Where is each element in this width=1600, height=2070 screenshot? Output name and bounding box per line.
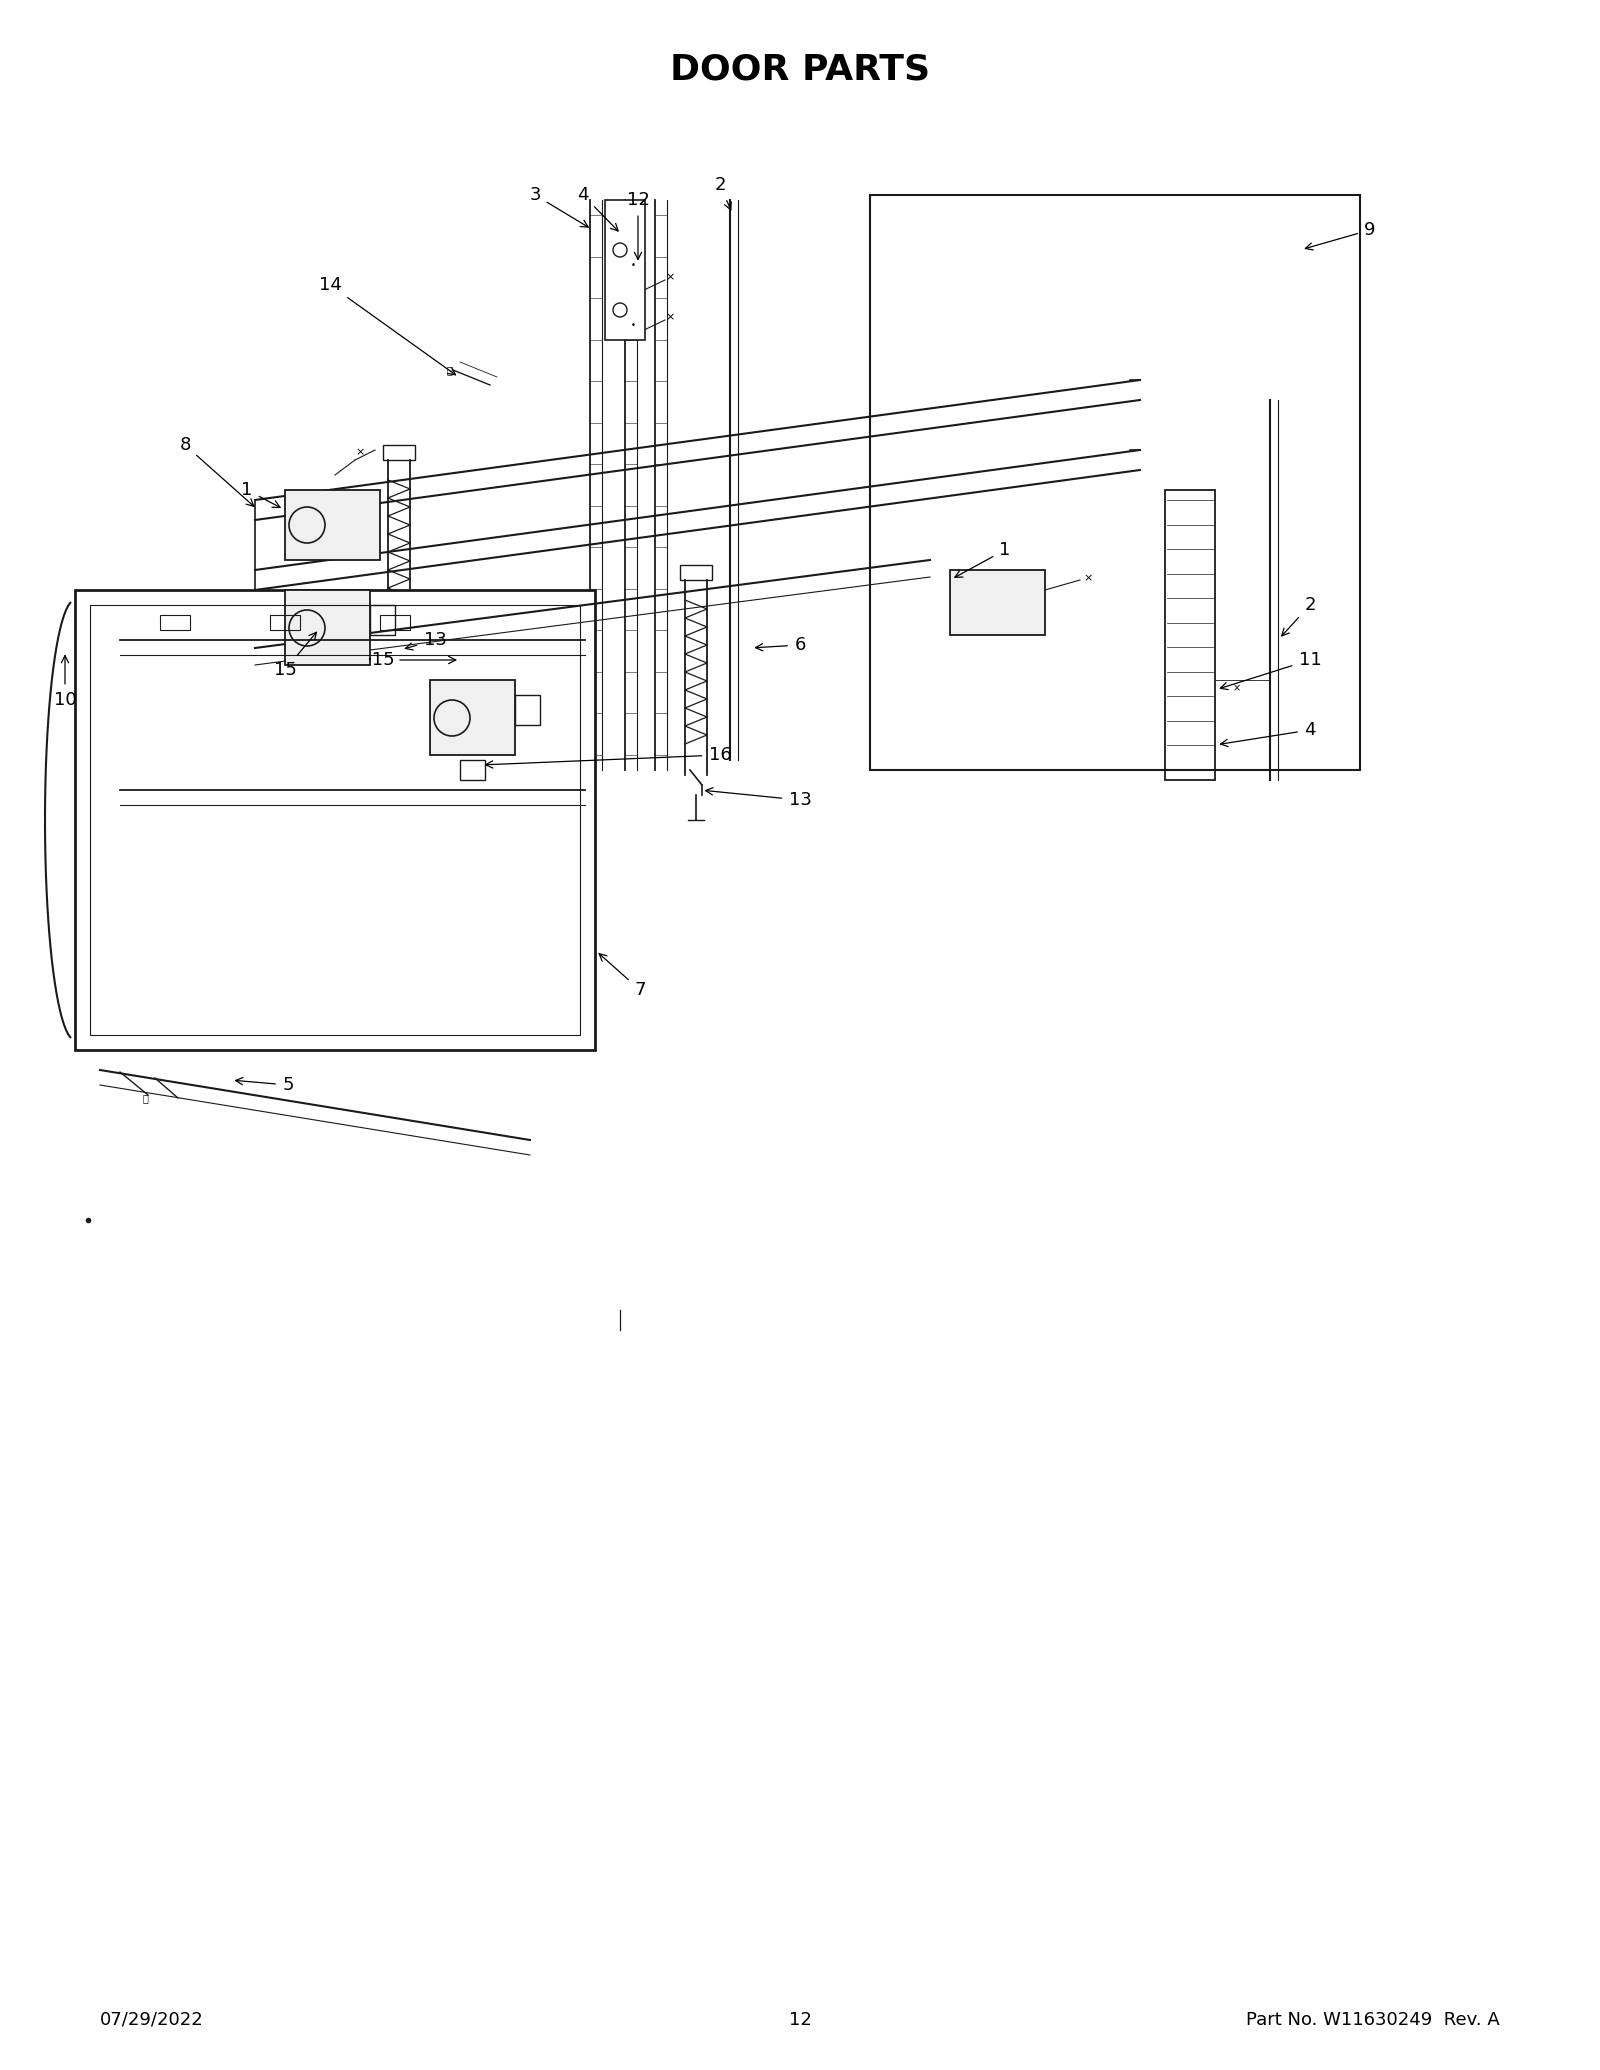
- Text: ⬦: ⬦: [142, 1093, 147, 1103]
- Text: 14: 14: [318, 275, 456, 375]
- Text: 4: 4: [578, 186, 618, 232]
- Polygon shape: [285, 491, 381, 561]
- Polygon shape: [950, 569, 1045, 635]
- Text: ×: ×: [666, 271, 675, 282]
- Text: 12: 12: [627, 190, 650, 259]
- Text: 13: 13: [405, 631, 446, 650]
- Text: ⬦: ⬦: [446, 364, 451, 375]
- Polygon shape: [75, 590, 595, 1049]
- Text: ×: ×: [355, 447, 365, 457]
- Text: 1: 1: [242, 480, 280, 507]
- Text: ·15: ·15: [366, 650, 456, 669]
- Polygon shape: [605, 201, 645, 339]
- Text: •: •: [630, 261, 635, 269]
- Text: 9: 9: [1306, 221, 1376, 250]
- Text: 12: 12: [789, 2010, 811, 2029]
- Text: ×: ×: [1234, 683, 1242, 693]
- Polygon shape: [285, 590, 370, 664]
- Text: Part No. W11630249  Rev. A: Part No. W11630249 Rev. A: [1246, 2010, 1501, 2029]
- Text: 2: 2: [1282, 596, 1315, 635]
- Polygon shape: [430, 681, 515, 756]
- Text: 5: 5: [235, 1076, 294, 1095]
- Text: 7: 7: [598, 954, 646, 1000]
- Text: 8: 8: [179, 437, 254, 507]
- Text: 15: 15: [274, 631, 317, 679]
- Text: 11: 11: [1221, 650, 1322, 689]
- Text: ×: ×: [1083, 573, 1093, 584]
- Text: 4: 4: [1221, 720, 1315, 747]
- Text: ×: ×: [666, 313, 675, 323]
- Text: 10: 10: [54, 656, 77, 710]
- Text: 16: 16: [485, 745, 731, 768]
- Text: 13: 13: [706, 789, 811, 809]
- Text: 3: 3: [530, 186, 589, 228]
- Text: 2: 2: [714, 176, 731, 209]
- Text: 6: 6: [755, 635, 806, 654]
- Text: 1: 1: [955, 540, 1011, 578]
- Text: •: •: [630, 321, 635, 329]
- Text: 07/29/2022: 07/29/2022: [99, 2010, 203, 2029]
- Text: DOOR PARTS: DOOR PARTS: [670, 54, 930, 87]
